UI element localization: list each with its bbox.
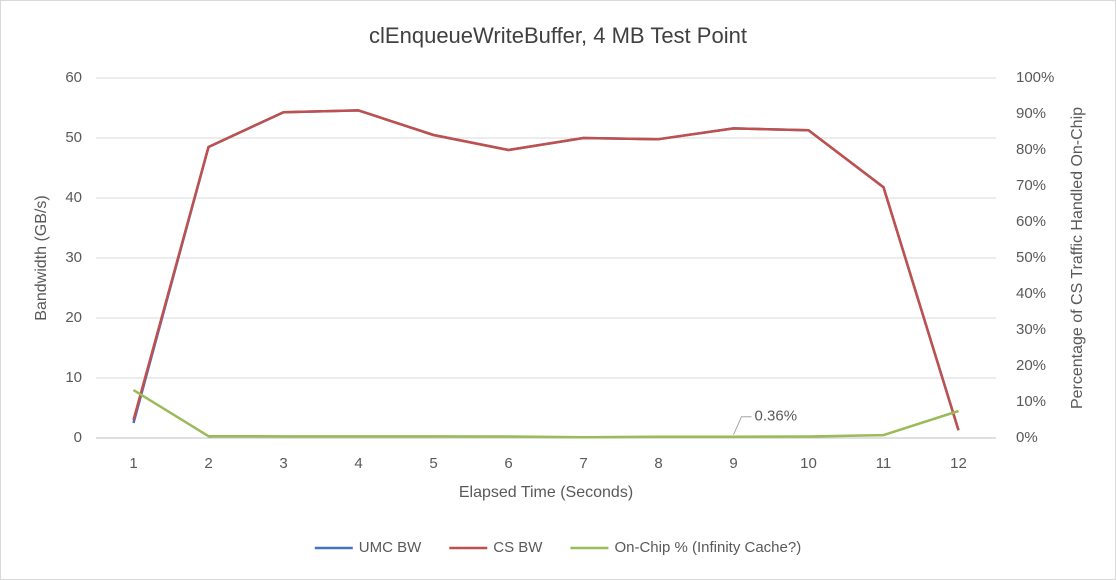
x-tick-label: 2: [204, 455, 212, 472]
legend-label: CS BW: [493, 539, 543, 556]
series-line: [132, 389, 959, 439]
series-line: [132, 109, 960, 431]
y2-tick-label: 90%: [1016, 105, 1046, 122]
y2-tick-label: 10%: [1016, 393, 1046, 410]
x-tick-label: 12: [950, 455, 967, 472]
x-tick-label: 5: [429, 455, 437, 472]
x-axis-title: Elapsed Time (Seconds): [459, 484, 633, 501]
leader-line: [733, 416, 752, 435]
y-axis-title: Bandwidth (GB/s): [33, 195, 50, 320]
y2-axis-title: Percentage of CS Traffic Handled On-Chip: [1069, 107, 1086, 409]
y-tick-label: 50: [65, 129, 82, 146]
x-tick-label: 7: [579, 455, 587, 472]
y-tick-label: 40: [65, 189, 82, 206]
x-tick-label: 6: [504, 455, 512, 472]
x-tick-label: 11: [876, 455, 892, 472]
x-tick-label: 10: [800, 455, 817, 472]
y2-tick-label: 100%: [1016, 69, 1054, 86]
legend-label: UMC BW: [359, 539, 422, 556]
y2-tick-label: 70%: [1016, 177, 1046, 194]
y-tick-label: 0: [74, 429, 82, 446]
y-tick-label: 10: [65, 369, 82, 386]
y2-tick-label: 20%: [1016, 357, 1046, 374]
data-label: 0.36%: [755, 408, 798, 425]
x-tick-label: 3: [279, 455, 287, 472]
y-tick-label: 30: [65, 249, 82, 266]
y2-tick-label: 30%: [1016, 321, 1046, 338]
y-tick-label: 60: [65, 69, 82, 86]
x-tick-label: 8: [654, 455, 662, 472]
x-tick-label: 1: [129, 455, 137, 472]
y-tick-label: 20: [65, 309, 82, 326]
y2-tick-label: 0%: [1016, 429, 1038, 446]
x-tick-label: 4: [354, 455, 362, 472]
y2-tick-label: 60%: [1016, 213, 1046, 230]
y2-tick-label: 50%: [1016, 249, 1046, 266]
y2-tick-label: 40%: [1016, 285, 1046, 302]
chart-title: clEnqueueWriteBuffer, 4 MB Test Point: [369, 23, 747, 48]
x-tick-label: 9: [729, 455, 737, 472]
y2-tick-label: 80%: [1016, 141, 1046, 158]
legend-label: On-Chip % (Infinity Cache?): [614, 539, 801, 556]
